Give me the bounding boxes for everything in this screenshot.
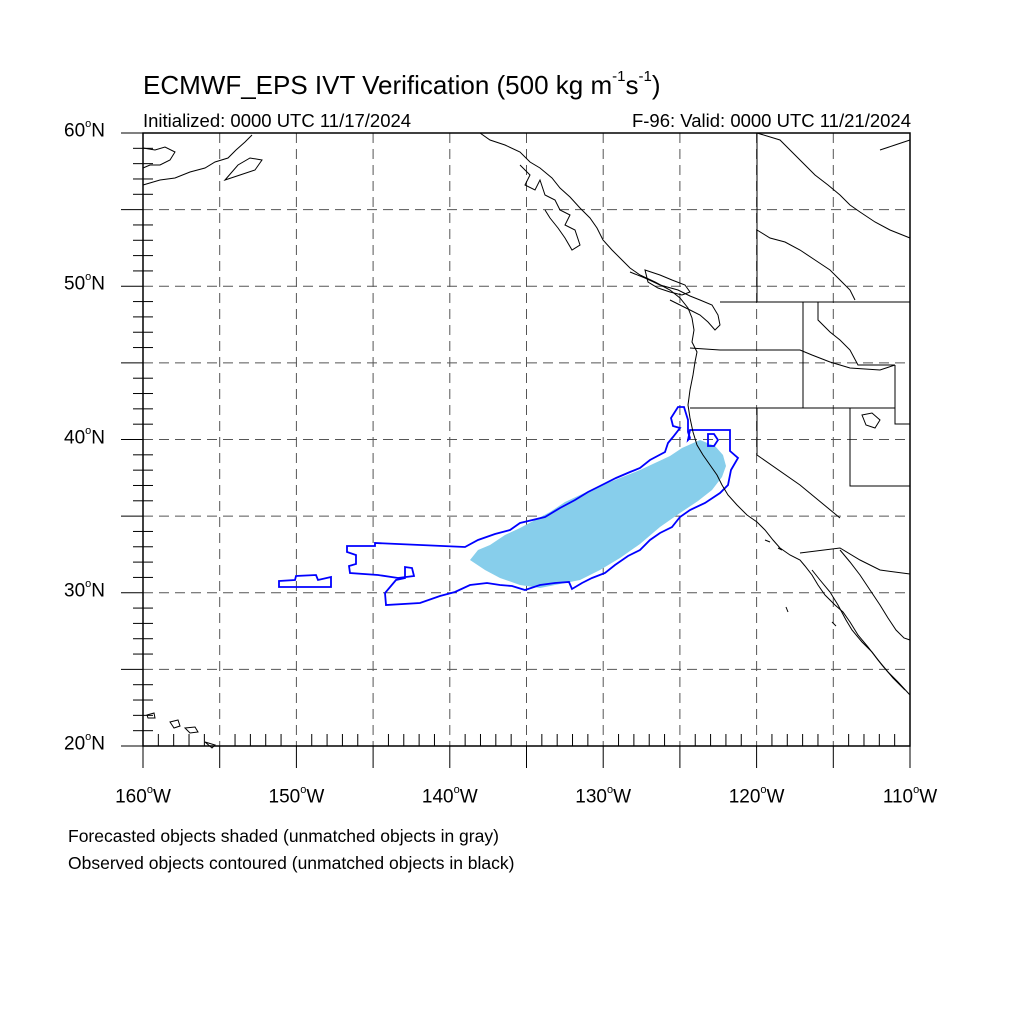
longitude-label: 160oW <box>115 784 171 808</box>
legend-note-observed: Observed objects contoured (unmatched ob… <box>68 853 515 873</box>
latitude-label: 30oN <box>64 577 105 602</box>
coastlines <box>142 132 911 749</box>
observed-object-hole <box>707 433 720 447</box>
map-frame <box>142 132 911 747</box>
grid-lines <box>143 133 910 746</box>
latitude-label: 60oN <box>64 118 105 142</box>
legend-note-forecast: Forecasted objects shaded (unmatched obj… <box>68 826 499 846</box>
latitude-label: 20oN <box>64 731 105 755</box>
valid-time: F-96: Valid: 0000 UTC 11/21/2024 <box>631 110 911 131</box>
longitude-label: 120oW <box>728 784 785 808</box>
latitude-label: 50oN <box>64 271 105 295</box>
observed-object-contour <box>346 406 740 606</box>
axis-ticks <box>121 132 911 768</box>
chart-title: ECMWF_EPS IVT Verification (500 kg m-1s-… <box>143 68 661 100</box>
longitude-label: 110oW <box>882 784 938 808</box>
forecast-object <box>470 440 726 588</box>
longitude-label: 130oW <box>575 784 632 808</box>
longitude-label: 140oW <box>421 784 478 808</box>
latitude-label: 40oN <box>64 424 105 448</box>
initialized-time: Initialized: 0000 UTC 11/17/2024 <box>143 110 412 131</box>
longitude-label: 150oW <box>268 784 325 808</box>
observed-object-contour-small <box>278 574 332 588</box>
